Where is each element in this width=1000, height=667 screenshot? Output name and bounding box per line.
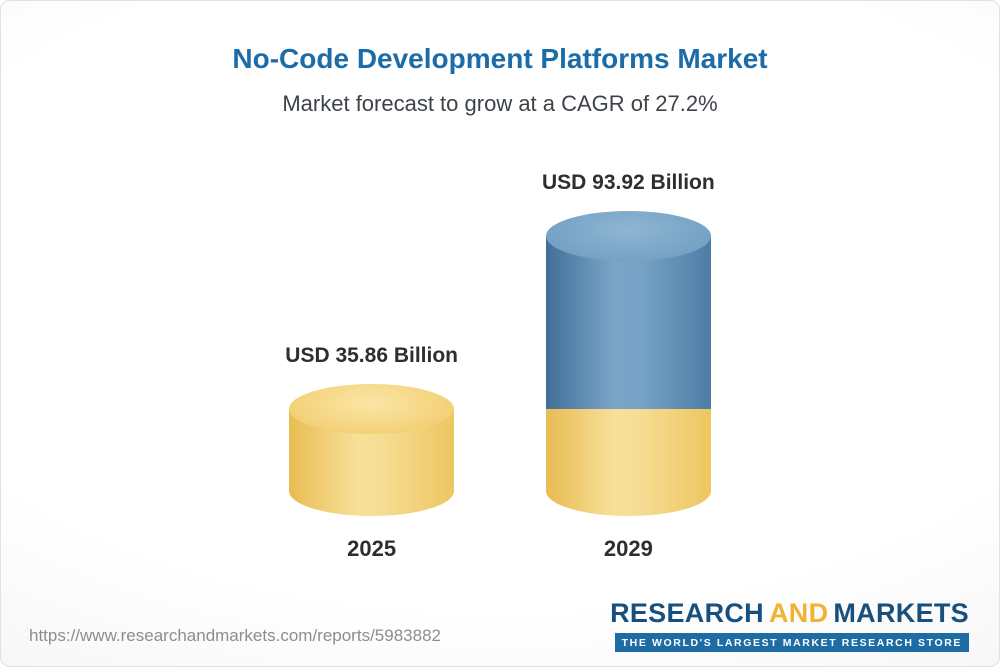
cylinder-2029 [545, 211, 711, 516]
chart-subtitle: Market forecast to grow at a CAGR of 27.… [282, 91, 718, 116]
cylinder-2025 [289, 384, 455, 516]
year-label-2029: 2029 [603, 536, 653, 561]
logo-word-research: RESEARCH [610, 598, 764, 628]
bar-group-2029: USD 93.92 Billion 2029 [542, 171, 715, 562]
chart-area: USD 35.86 Billion 2025 USD 93.92 Billion… [1, 171, 999, 562]
cylinder-top-2029 [545, 211, 711, 261]
value-label-2029: USD 93.92 Billion [542, 171, 715, 194]
logo-word-and: AND [768, 598, 829, 628]
year-label-2025: 2025 [347, 536, 397, 561]
segment-growth [545, 236, 711, 409]
report-url: https://www.researchandmarkets.com/repor… [29, 626, 441, 645]
cylinder-top-2025 [289, 384, 455, 434]
research-and-markets-logo: RESEARCH AND MARKETS THE WORLD'S LARGEST M… [610, 598, 969, 652]
segment-base [545, 409, 711, 516]
logo-tagline: THE WORLD'S LARGEST MARKET RESEARCH STOR… [614, 633, 969, 652]
cylinder-body-2029 [545, 236, 711, 516]
logo-word-markets: MARKETS [833, 598, 969, 628]
bar-group-2025: USD 35.86 Billion 2025 [285, 344, 458, 562]
chart-title: No-Code Development Platforms Market [232, 43, 768, 74]
value-label-2025: USD 35.86 Billion [285, 344, 458, 367]
logo-wordmark: RESEARCH AND MARKETS [610, 598, 969, 629]
